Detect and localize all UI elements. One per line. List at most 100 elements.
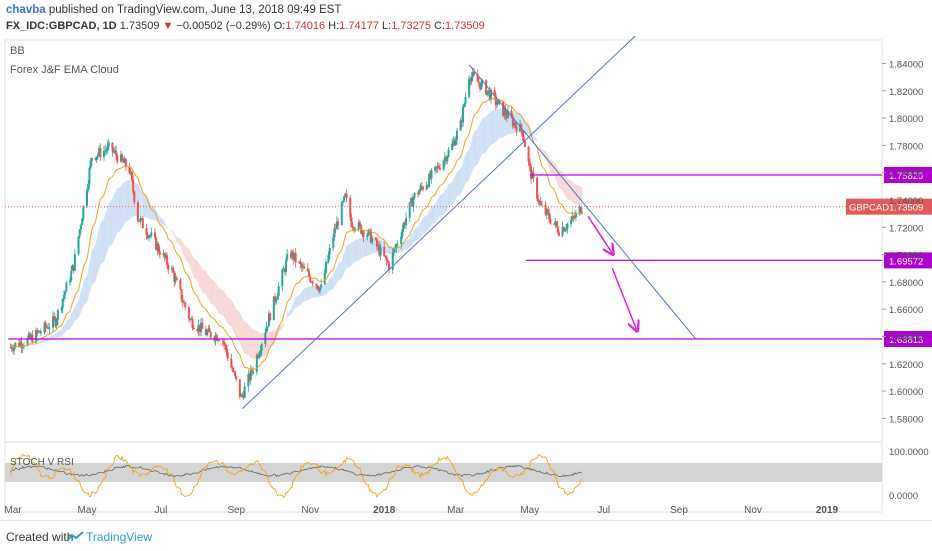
candle-body	[566, 224, 568, 229]
candle-body	[90, 161, 92, 168]
y-tick-label: 1.82000	[889, 87, 923, 98]
candle-body	[541, 205, 543, 206]
candle-body	[455, 139, 457, 145]
candle-body	[88, 168, 90, 184]
candle-body	[218, 340, 220, 341]
x-tick-label: Sep	[670, 505, 688, 516]
y-tick-label: 1.84000	[889, 59, 923, 70]
candle-body	[570, 220, 572, 224]
candle-body	[421, 186, 423, 187]
candle-body	[57, 310, 59, 320]
candle-body	[350, 217, 352, 227]
symbol-label: FX_IDC:GBPCAD, 1D	[6, 20, 117, 32]
candle-body	[276, 296, 278, 300]
candle-body	[281, 270, 283, 286]
x-tick-label: Jul	[597, 505, 610, 516]
candle-body	[438, 166, 440, 168]
candle-body	[307, 268, 309, 271]
candle-body	[528, 147, 530, 161]
candle-body	[269, 313, 271, 320]
candle-body	[167, 265, 169, 270]
published-info: published on TradingView.com, June 13, 2…	[49, 4, 342, 16]
candle-body	[79, 229, 81, 236]
candle-body	[486, 91, 488, 95]
candle-body	[308, 271, 310, 276]
candle-body	[451, 143, 453, 149]
candle-body	[473, 72, 475, 75]
candle-body	[295, 253, 297, 262]
candle-body	[422, 187, 424, 189]
candle-body	[496, 104, 498, 105]
x-tick-label: Nov	[744, 505, 762, 516]
candle-body	[145, 228, 147, 235]
candle-body	[232, 368, 234, 371]
candle-body	[261, 344, 263, 351]
author-name[interactable]: chavba	[6, 4, 46, 16]
candle-body	[61, 308, 63, 310]
candle-body	[86, 190, 88, 206]
candle-body	[286, 254, 288, 260]
candle-body	[536, 178, 538, 199]
last-price: 1.73509	[120, 20, 160, 32]
candle-body	[45, 323, 47, 328]
candle-body	[192, 319, 194, 328]
candle-body	[468, 79, 470, 97]
candle-body	[414, 193, 416, 198]
candle-body	[150, 233, 152, 236]
target-arrow	[588, 216, 612, 253]
candle-body	[70, 271, 72, 281]
candle-body	[179, 280, 181, 290]
candle-body	[216, 335, 218, 341]
current-price-symbol: GBPCAD	[849, 203, 889, 214]
candle-body	[366, 235, 368, 237]
stoch-rsi-label[interactable]: STOCH V RSI	[10, 457, 74, 468]
y-tick-label: 1.68000	[889, 278, 923, 289]
candle-body	[558, 232, 560, 236]
tradingview-logo-icon	[66, 531, 84, 543]
candle-body	[239, 379, 241, 396]
y-tick-label: 1.70000	[889, 251, 923, 262]
candle-body	[64, 291, 66, 295]
indicator-label-bb[interactable]: BB	[10, 45, 25, 57]
candle-body	[121, 154, 123, 159]
y-tick-label: 1.64000	[889, 332, 923, 343]
candle-body	[108, 143, 110, 146]
candle-body	[515, 126, 517, 132]
price-pane[interactable]	[5, 40, 882, 442]
candle-body	[223, 341, 225, 344]
candle-body	[259, 351, 261, 354]
x-tick-label: Sep	[227, 505, 245, 516]
candle-body	[397, 244, 399, 245]
tradingview-brand[interactable]: TradingView	[86, 530, 152, 544]
candle-body	[471, 77, 473, 82]
candle-body	[333, 229, 335, 238]
candle-body	[285, 260, 287, 272]
candle-body	[409, 202, 411, 218]
candle-body	[65, 282, 67, 291]
candle-body	[478, 82, 480, 84]
candle-body	[342, 201, 344, 202]
candle-body	[244, 386, 246, 397]
candle-body	[115, 150, 117, 155]
open-value: 1.74016	[285, 20, 325, 32]
candle-body	[384, 256, 386, 257]
x-tick-label: Mar	[447, 505, 465, 516]
candle-body	[387, 261, 389, 263]
y-tick-label: 1.76000	[889, 169, 923, 180]
uptrend-trendline	[242, 36, 652, 409]
candle-body	[375, 238, 377, 239]
candle-body	[82, 206, 84, 219]
candle-body	[386, 257, 388, 261]
rsi-tick-label: 100.0000	[889, 447, 929, 458]
candle-body	[80, 225, 82, 229]
x-tick-label: May	[520, 505, 539, 516]
candle-body	[325, 262, 327, 272]
indicator-label-ema-cloud[interactable]: Forex J&F EMA Cloud	[10, 64, 119, 76]
y-tick-label: 1.60000	[889, 387, 923, 398]
close-label: C:	[434, 20, 445, 32]
candle-body	[131, 172, 133, 180]
low-label: L:	[382, 20, 391, 32]
candle-body	[337, 221, 339, 225]
candle-body	[133, 191, 135, 202]
